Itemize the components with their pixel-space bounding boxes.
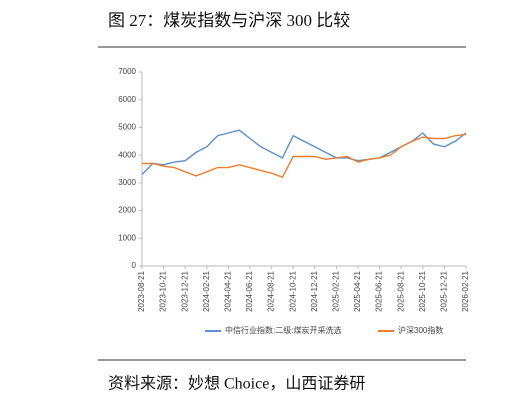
y-tick-label: 5000 bbox=[118, 123, 136, 132]
x-tick-label: 2025-04-21 bbox=[353, 270, 362, 311]
y-tick-label: 3000 bbox=[118, 178, 136, 187]
x-tick-label: 2024-04-21 bbox=[224, 270, 233, 311]
y-tick-label: 7000 bbox=[118, 67, 136, 76]
x-tick-label: 2025-02-21 bbox=[332, 270, 341, 311]
y-tick-label: 1000 bbox=[118, 233, 136, 242]
y-tick-label: 2000 bbox=[118, 206, 136, 215]
y-tick-label: 4000 bbox=[118, 150, 136, 159]
x-tick-label: 2025-12-21 bbox=[440, 270, 449, 311]
x-tick-label: 2024-12-21 bbox=[310, 270, 319, 311]
x-tick-label: 2023-12-21 bbox=[180, 270, 189, 311]
legend-label: 沪深300指数 bbox=[398, 325, 443, 335]
y-tick-label: 6000 bbox=[118, 95, 136, 104]
x-tick-label: 2023-10-21 bbox=[159, 270, 168, 311]
x-tick-label: 2024-02-21 bbox=[202, 270, 211, 311]
series-line bbox=[141, 129, 467, 175]
x-tick-label: 2024-08-21 bbox=[267, 270, 276, 311]
y-tick-label: 0 bbox=[132, 261, 137, 270]
source-note: 资料来源：妙想 Choice，山西证券研 bbox=[108, 375, 365, 393]
x-tick-label: 2025-06-21 bbox=[375, 270, 384, 311]
x-tick-label: 2024-06-21 bbox=[245, 270, 254, 311]
series-line bbox=[142, 133, 467, 179]
figure-title: 图 27：煤炭指数与沪深 300 比较 bbox=[108, 11, 350, 30]
x-tick-label: 2026-02-21 bbox=[461, 270, 470, 311]
x-tick-label: 2025-10-21 bbox=[418, 270, 427, 311]
x-tick-label: 2024-10-21 bbox=[288, 270, 297, 311]
x-tick-label: 2023-08-21 bbox=[137, 270, 146, 311]
x-tick-label: 2025-08-21 bbox=[396, 270, 405, 311]
legend-label: 中信行业指数:二级:煤炭开采洗选 bbox=[225, 325, 341, 335]
